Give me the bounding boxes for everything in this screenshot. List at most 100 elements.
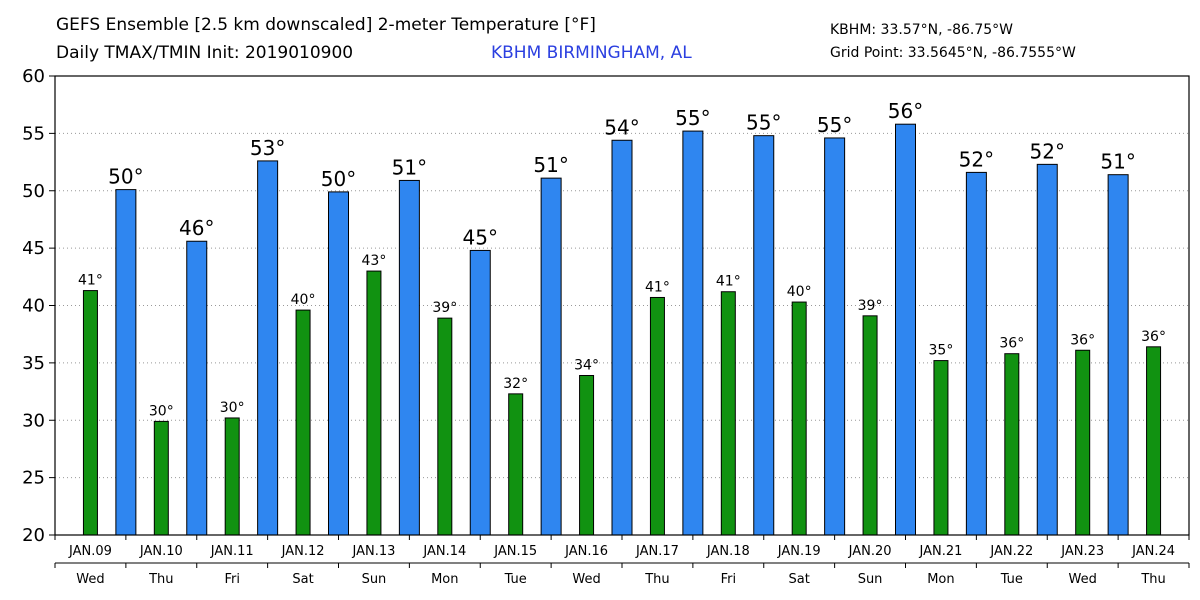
y-tick-label: 55 (22, 123, 45, 144)
tmax-data-label: 55° (746, 111, 781, 135)
x-weekday-label: Mon (431, 572, 458, 587)
tmax-data-label: 53° (250, 136, 285, 160)
tmin-bar (295, 309, 311, 536)
tmax-data-label: 51° (392, 155, 427, 179)
tmax-bar (682, 130, 704, 536)
y-axis: 20 25 30 35 40 45 50 55 60 (22, 66, 55, 546)
tmin-data-label: 39° (432, 300, 457, 316)
tmin-data-label: 34° (574, 357, 599, 373)
tmin-bar (720, 291, 736, 536)
chart-subtitle: Daily TMAX/TMIN Init: 2019010900 (56, 43, 354, 63)
x-date-label: JAN.10 (139, 544, 183, 559)
tmin-bar (862, 315, 878, 536)
tmin-bar (791, 301, 807, 536)
x-weekday-label: Mon (927, 572, 954, 587)
tmax-bar (328, 191, 349, 536)
x-weekday-label: Sun (858, 572, 883, 587)
y-tick-label: 60 (22, 66, 45, 87)
station-name: KBHM BIRMINGHAM, AL (491, 43, 692, 63)
tmax-bar (115, 189, 137, 536)
x-weekday-label: Thu (1140, 572, 1165, 587)
tmin-bar (153, 420, 169, 536)
x-date-label: JAN.22 (989, 544, 1033, 559)
y-tick-label: 45 (22, 238, 45, 259)
tmin-data-label: 36° (1141, 329, 1166, 345)
tmax-bar (965, 171, 987, 536)
tmin-bar (366, 270, 382, 536)
tmax-data-label: 52° (959, 147, 994, 171)
tmin-data-label: 41° (645, 279, 670, 295)
tmin-data-label: 36° (999, 336, 1024, 352)
tmax-data-label: 51° (533, 153, 568, 177)
tmax-bar (824, 137, 846, 536)
tmax-bar (257, 160, 279, 536)
x-date-label: JAN.19 (777, 544, 821, 559)
tmin-data-label: 40° (787, 284, 812, 300)
data-label-group: 41° 50° 30° 46° 30° 53° 40° 50° 43° 51° 39° 45° 32° 5… (78, 99, 1166, 419)
y-tick-label: 20 (22, 525, 45, 546)
tmax-data-label: 54° (604, 115, 639, 139)
tmax-data-label: 56° (888, 99, 923, 123)
x-date-label: JAN.16 (564, 544, 608, 559)
tmin-data-label: 41° (716, 274, 741, 290)
x-weekday-label: Wed (572, 572, 600, 587)
tmax-data-label: 50° (321, 167, 356, 191)
tmax-data-label: 50° (108, 165, 143, 189)
tmax-bar (1107, 174, 1129, 536)
tmax-bar (753, 135, 775, 536)
tmax-data-label: 52° (1030, 139, 1065, 163)
x-weekday-label: Tue (504, 572, 527, 587)
grid-point-coordinates: Grid Point: 33.5645°N, -86.7555°W (830, 45, 1076, 61)
x-weekday-label: Fri (224, 572, 240, 587)
x-weekday-label: Sat (789, 572, 810, 587)
y-tick-label: 50 (22, 181, 45, 202)
tmin-data-label: 40° (291, 292, 316, 308)
x-date-label: JAN.12 (281, 544, 325, 559)
tmax-bar (895, 123, 916, 536)
tmin-bar (437, 317, 453, 536)
x-date-label: JAN.18 (706, 544, 750, 559)
x-date-label: JAN.11 (210, 544, 254, 559)
tmax-bar (540, 177, 562, 536)
tmax-bar (1036, 163, 1058, 536)
tmax-data-label: 45° (463, 225, 498, 249)
y-tick-label: 40 (22, 296, 45, 317)
x-weekday-label: Sat (292, 572, 313, 587)
tmax-bar (186, 240, 208, 536)
tmax-data-label: 55° (817, 113, 852, 137)
x-weekday-label: Wed (76, 572, 104, 587)
x-axis: JAN.09 Wed JAN.10 Thu JAN.11 Fri JAN.12 Sat JAN.… (54, 535, 1190, 587)
tmin-bar (1146, 346, 1162, 536)
station-coordinates: KBHM: 33.57°N, -86.75°W (830, 22, 1013, 38)
tmax-data-label: 51° (1100, 150, 1135, 174)
x-date-label: JAN.09 (68, 544, 112, 559)
x-weekday-label: Thu (148, 572, 173, 587)
y-tick-label: 35 (22, 353, 45, 374)
tmin-data-label: 43° (362, 253, 387, 269)
x-date-label: JAN.24 (1131, 544, 1175, 559)
x-date-label: JAN.20 (848, 544, 892, 559)
tmin-data-label: 35° (929, 343, 954, 359)
x-weekday-label: Tue (1000, 572, 1023, 587)
plot-frame (54, 75, 1190, 536)
x-weekday-label: Wed (1069, 572, 1097, 587)
bar-group (82, 123, 1162, 536)
tmin-data-label: 39° (858, 298, 883, 314)
x-date-label: JAN.13 (351, 544, 395, 559)
tmin-bar (224, 417, 240, 536)
tmin-data-label: 30° (149, 403, 174, 419)
x-date-label: JAN.14 (422, 544, 466, 559)
tmin-bar (82, 290, 98, 536)
tmin-bar (933, 360, 949, 536)
x-date-label: JAN.21 (918, 544, 962, 559)
tmin-bar (649, 296, 665, 536)
chart-title: GEFS Ensemble [2.5 km downscaled] 2-mete… (56, 15, 596, 35)
tmin-bar (1004, 353, 1020, 536)
tmin-bar (508, 393, 524, 536)
tmin-data-label: 32° (503, 376, 528, 392)
x-date-label: JAN.23 (1060, 544, 1104, 559)
tmax-bar (611, 139, 633, 536)
x-date-label: JAN.15 (493, 544, 537, 559)
x-date-label: JAN.17 (635, 544, 679, 559)
